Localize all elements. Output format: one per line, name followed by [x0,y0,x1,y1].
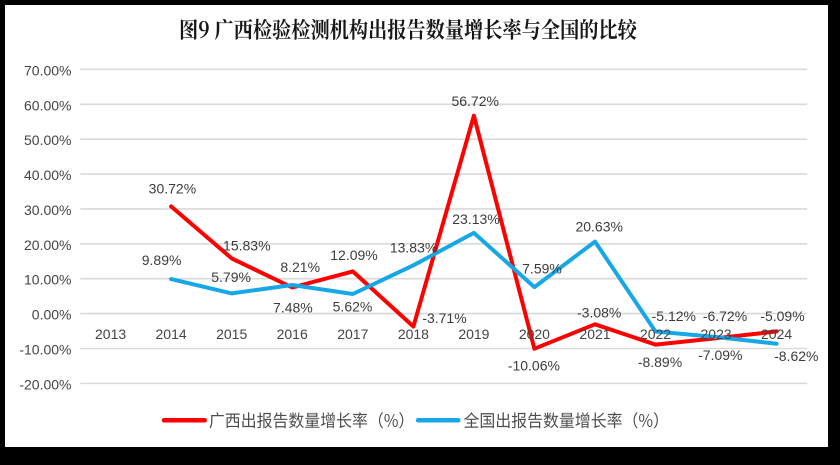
svg-text:2021: 2021 [579,326,610,342]
svg-text:20.00%: 20.00% [24,237,71,253]
svg-text:-20.00%: -20.00% [19,376,71,392]
svg-text:2024: 2024 [761,326,792,342]
svg-text:-5.12%: -5.12% [652,308,696,324]
svg-text:10.00%: 10.00% [24,272,71,288]
svg-text:2014: 2014 [156,326,187,342]
svg-text:-3.71%: -3.71% [422,310,466,326]
svg-text:30.00%: 30.00% [24,202,71,218]
svg-text:20.63%: 20.63% [575,219,622,235]
svg-text:-10.06%: -10.06% [508,358,560,374]
svg-text:5.62%: 5.62% [333,299,373,315]
svg-text:2022: 2022 [640,326,671,342]
svg-text:2020: 2020 [519,326,550,342]
svg-text:2019: 2019 [458,326,489,342]
svg-text:2015: 2015 [216,326,247,342]
svg-text:13.83%: 13.83% [390,240,437,256]
svg-text:40.00%: 40.00% [24,167,71,183]
svg-text:0.00%: 0.00% [32,307,72,323]
svg-text:2023: 2023 [701,326,732,342]
svg-text:-8.62%: -8.62% [774,348,818,364]
svg-text:2013: 2013 [95,326,126,342]
svg-text:60.00%: 60.00% [24,97,71,113]
svg-text:-7.09%: -7.09% [698,347,742,363]
svg-text:2016: 2016 [277,326,308,342]
svg-text:7.48%: 7.48% [273,300,313,316]
svg-text:-8.89%: -8.89% [638,354,682,370]
svg-text:50.00%: 50.00% [24,132,71,148]
svg-text:-5.09%: -5.09% [760,308,804,324]
svg-text:70.00%: 70.00% [24,62,71,78]
svg-text:9.89%: 9.89% [142,252,182,268]
svg-text:-3.08%: -3.08% [577,305,621,321]
svg-text:2018: 2018 [398,326,429,342]
svg-text:15.83%: 15.83% [223,237,270,253]
svg-text:56.72%: 56.72% [451,93,498,109]
svg-text:8.21%: 8.21% [280,259,320,275]
svg-text:7.59%: 7.59% [522,260,562,276]
svg-text:30.72%: 30.72% [149,181,196,197]
svg-text:2017: 2017 [337,326,368,342]
svg-text:5.79%: 5.79% [211,269,251,285]
svg-text:-10.00%: -10.00% [19,342,71,358]
svg-text:12.09%: 12.09% [330,247,377,263]
svg-text:23.13%: 23.13% [452,211,499,227]
svg-text:-6.72%: -6.72% [703,308,747,324]
